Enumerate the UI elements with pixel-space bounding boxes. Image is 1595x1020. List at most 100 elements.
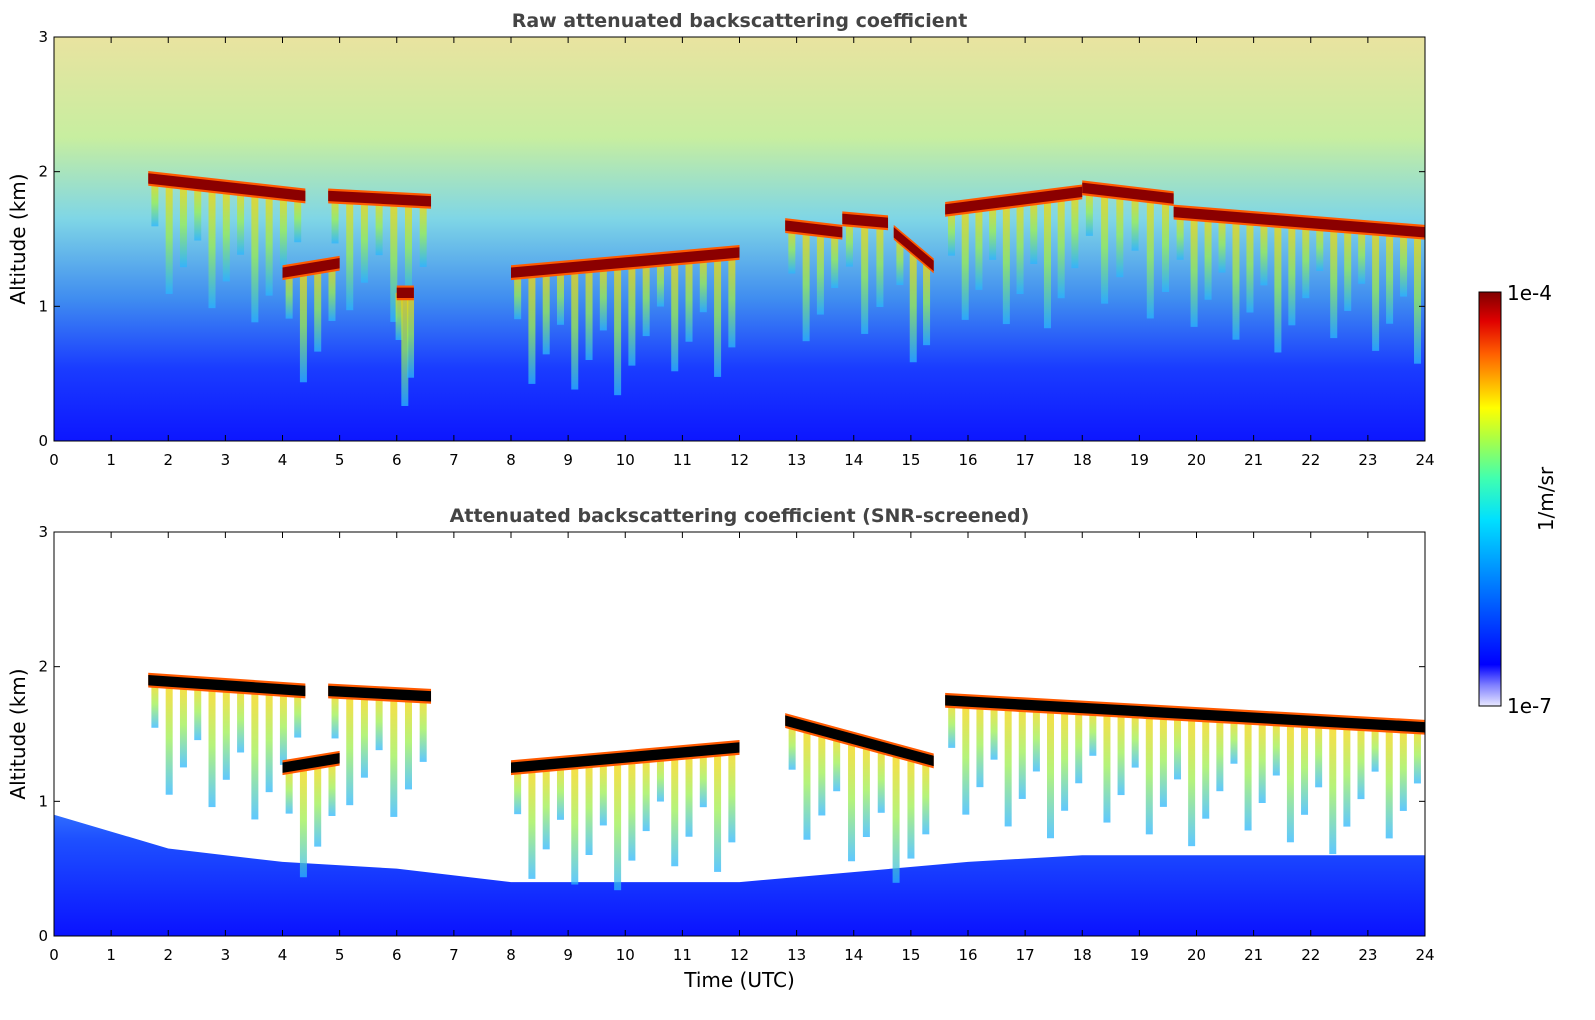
plume-streak [1288,221,1296,326]
x-tick-label: 7 [449,946,459,964]
cloud-layer [893,227,934,272]
plume-streak [656,259,664,307]
plume-streak [1089,708,1097,756]
plume-streak [699,750,707,808]
plume-streak [179,682,187,768]
plume-streak [222,685,230,780]
screened-backscatter-panel: Attenuated backscattering coefficient (S… [6,505,1435,992]
plume-streak [685,256,693,342]
plume-streak [328,264,336,321]
x-tick-label: 18 [1073,451,1092,469]
plume-streak [1414,231,1422,364]
y-tick-label: 1 [38,792,48,810]
plume-streak [151,680,159,728]
x-tick-label: 24 [1415,946,1434,964]
cloud-layer [945,695,1425,733]
plume-streak [1146,195,1154,319]
plume-streak [1372,228,1380,351]
x-tick-label: 13 [787,946,806,964]
plume-streak [360,197,368,283]
panel-title: Raw attenuated backscattering coefficien… [512,10,968,32]
plume-streak [628,261,636,366]
plume-streak [788,722,796,770]
plume-streak [237,188,245,255]
plume-streak [251,190,259,323]
x-tick-label: 6 [392,451,402,469]
plume-group [151,680,1421,891]
plume-streak [165,681,173,795]
cloud-layer [328,685,432,702]
x-tick-label: 23 [1358,946,1377,964]
plume-streak [404,200,412,295]
x-tick-label: 0 [49,451,59,469]
plume-streak [1159,712,1167,807]
x-tick-label: 9 [563,946,573,964]
cloud-layer-group [148,170,1425,301]
plume-streak [514,272,522,320]
plume-streak [346,692,354,806]
y-tick-label: 3 [38,523,48,541]
cloud-layer [1173,206,1425,238]
cloud-layer [842,213,889,229]
plume-streak [1061,707,1069,811]
plume-streak [1046,706,1054,839]
x-tick-label: 8 [506,946,516,964]
plume-streak [907,754,915,859]
plume-streak [556,763,564,820]
x-tick-label: 18 [1073,946,1092,964]
colorbar-max-label: 1e-4 [1507,281,1552,305]
plume-streak [279,193,287,269]
plume-streak [1386,229,1394,324]
plume-streak [419,695,427,762]
x-tick-label: 23 [1358,451,1377,469]
plume-streak [989,203,997,260]
plume-streak [1413,726,1421,784]
plume-streak [642,755,650,832]
cloud-layer [328,190,432,207]
x-tick-label: 8 [506,451,516,469]
plume-streak [671,258,679,372]
y-axis-label: Altitude (km) [6,668,30,799]
plume-streak [179,182,187,268]
plume-streak [976,702,984,788]
plume-streak [1343,722,1351,827]
plume-streak [294,690,302,738]
plume-streak [831,231,839,288]
plume-streak [1344,226,1352,311]
plume-streak [1002,201,1010,325]
plume-streak [328,759,336,816]
plume-streak [599,759,607,826]
x-tick-label: 3 [221,946,231,964]
plume-streak [1162,197,1170,292]
x-tick-label: 17 [1016,946,1035,964]
x-axis-label: Time (UTC) [683,968,795,992]
plume-group [151,179,1422,406]
x-tick-label: 11 [673,451,692,469]
plume-streak [876,222,884,308]
plume-streak [514,767,522,815]
plume-streak [1260,219,1268,286]
plume-streak [962,701,970,815]
x-tick-label: 9 [563,451,573,469]
plume-streak [848,738,856,862]
plume-streak [407,292,415,378]
plume-streak [1188,714,1196,847]
plume-streak [803,726,811,840]
plume-streak [1358,227,1366,284]
plume-streak [375,198,383,256]
plume-streak [862,742,870,838]
plume-streak [165,180,173,294]
plume-streak [802,228,810,342]
plume-streak [642,260,650,337]
x-tick-label: 15 [901,946,920,964]
cloud-layer-group [148,672,1425,776]
plume-streak [571,761,579,885]
x-tick-label: 2 [163,451,173,469]
plume-streak [299,764,307,878]
plume-streak [1244,717,1252,831]
plume-streak [1176,212,1184,260]
plume-streak [346,197,354,311]
plume-streak [788,226,796,274]
heatmap-area [54,37,1425,441]
cloud-layer [511,247,740,278]
